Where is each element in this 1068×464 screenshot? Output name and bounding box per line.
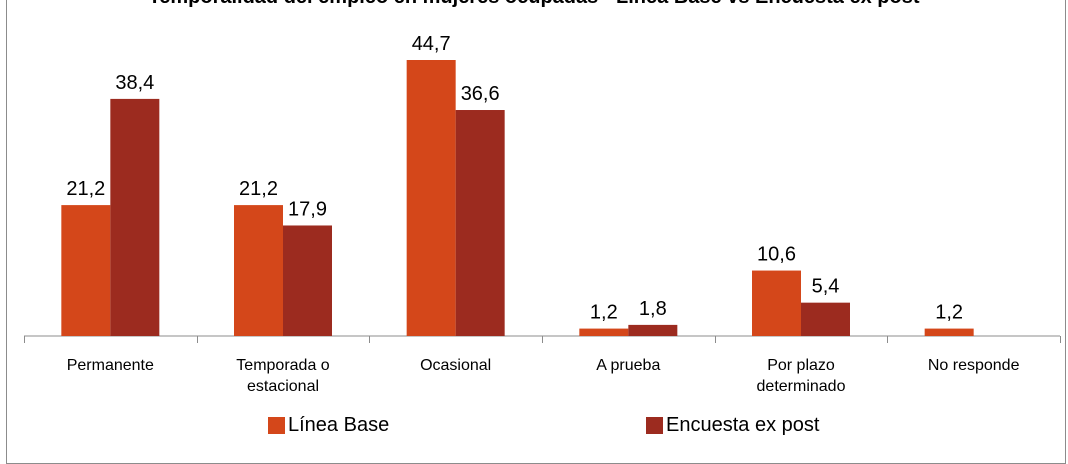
bar-linea-base xyxy=(924,328,974,336)
bar-linea-base xyxy=(752,270,801,336)
data-label: 17,9 xyxy=(288,198,327,220)
x-tick-label: A prueba xyxy=(596,357,660,374)
x-tick-label: Ocasional xyxy=(420,357,491,374)
legend-label-linea-base: Línea Base xyxy=(288,414,390,436)
bar-chart: 21,2 38,4 Permanente 21,2 17,9 Temporada o est… xyxy=(24,33,1061,395)
legend-item-linea-base: Línea Base xyxy=(268,414,389,437)
bar-encuesta-ex-post xyxy=(801,302,850,336)
bar-encuesta-ex-post xyxy=(283,225,332,336)
bar-encuesta-ex-post xyxy=(110,98,160,337)
x-tick-label: Permanente xyxy=(67,357,154,374)
data-label: 1,2 xyxy=(590,302,618,324)
bar-linea-base xyxy=(579,328,629,336)
x-tick-label: Por plazo xyxy=(767,357,835,374)
x-tick-label: estacional xyxy=(247,378,319,395)
x-tick-label: No responde xyxy=(928,357,1020,374)
data-label: 5,4 xyxy=(812,276,840,298)
x-tick-label: determinado xyxy=(757,378,846,395)
bar-linea-base xyxy=(234,205,283,336)
data-label: 1,8 xyxy=(639,298,667,320)
data-label: 44,7 xyxy=(412,33,451,55)
data-label: 10,6 xyxy=(757,244,796,266)
data-label: 38,4 xyxy=(115,72,154,94)
data-label: 36,6 xyxy=(461,83,500,105)
data-label: 1,2 xyxy=(935,302,963,324)
bar-encuesta-ex-post xyxy=(628,324,678,336)
legend-swatch-encuesta-ex-post xyxy=(646,417,663,434)
legend-item-encuesta-ex-post: Encuesta ex post xyxy=(646,414,819,437)
legend-label-encuesta-ex-post: Encuesta ex post xyxy=(666,414,820,436)
legend-swatch-linea-base xyxy=(268,417,285,434)
bar-linea-base xyxy=(406,60,456,336)
x-tick-label: Temporada o xyxy=(236,357,329,374)
data-label: 21,2 xyxy=(66,178,105,200)
bar-encuesta-ex-post xyxy=(455,110,505,336)
bar-linea-base xyxy=(61,205,111,336)
chart-title: Temporalidad del empleo en mujeres ocupa… xyxy=(0,0,1068,9)
data-label: 21,2 xyxy=(239,178,278,200)
